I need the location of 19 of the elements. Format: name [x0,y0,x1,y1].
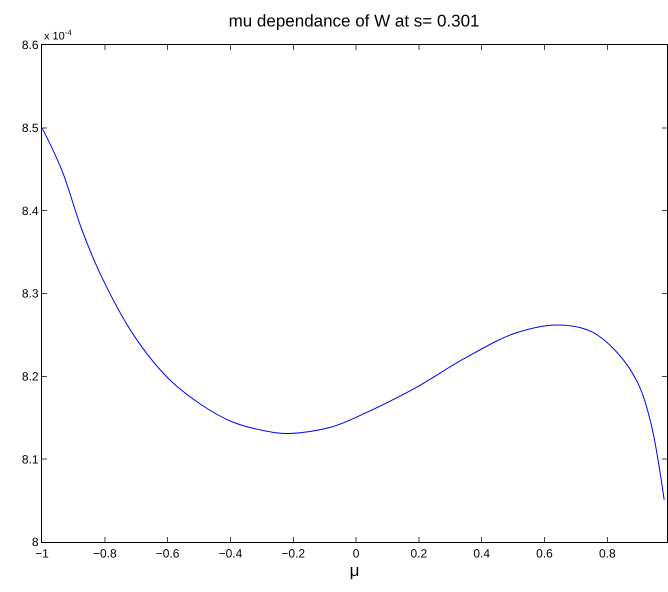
y-tick-label: 8.3 [22,286,39,301]
line-series [42,127,665,500]
y-tick-label: 8.4 [22,204,39,218]
x-tick-label: −0.8 [92,546,117,560]
chart-title: mu dependance of W at s= 0.301 [228,12,480,31]
text: x 10$^{-4}$ [44,28,72,43]
x-tick-label: 0.8 [598,546,616,560]
x-tick-label: 0 [352,546,360,560]
y-tick-label: 8.5 [22,121,39,136]
x-tick-label: −0.2 [281,546,306,560]
x-tick-label: −0.6 [156,546,180,560]
x-tick-label: 0.4 [473,546,490,560]
x-tick-label: −0.4 [218,546,243,560]
x-tick-label: 0.2 [410,546,428,560]
x-tick-label: 0.6 [536,546,554,560]
y-tick-label: 8.6 [22,38,39,52]
y-tick-label: 8.2 [22,370,39,384]
x-axis-title: μ [350,560,360,580]
y-tick-label: 8.1 [22,452,39,466]
